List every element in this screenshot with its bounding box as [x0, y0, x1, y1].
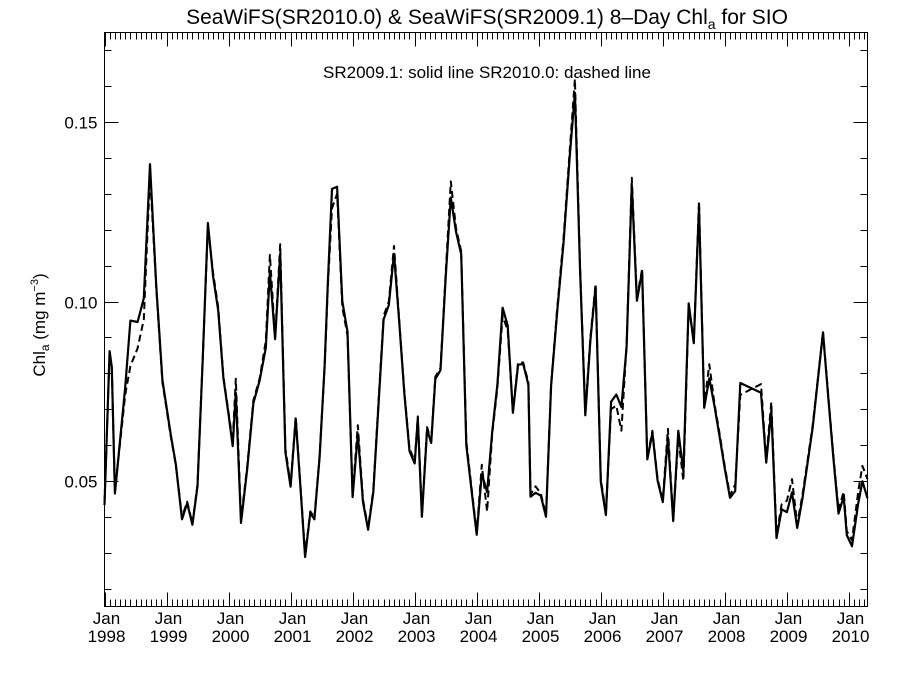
x-tick-month-label: Jan — [403, 609, 430, 628]
plot-frame — [104, 32, 868, 607]
x-tick-year-label: 2001 — [274, 627, 312, 646]
x-tick-month-label: Jan — [279, 609, 306, 628]
x-tick-month-label: Jan — [93, 609, 120, 628]
data-lines — [103, 78, 869, 559]
x-tick-month-label: Jan — [527, 609, 554, 628]
y-axis-label: Chla (mg m−3) — [29, 273, 52, 376]
x-tick-month-label: Jan — [465, 609, 492, 628]
x-tick-year-label: 2007 — [646, 627, 684, 646]
x-tick-year-label: 2000 — [212, 627, 250, 646]
y-axis-label-superscript: −3 — [29, 279, 41, 292]
x-tick-month-label: Jan — [341, 609, 368, 628]
axis-ticks — [104, 32, 868, 607]
x-tick-year-label: 2003 — [398, 627, 436, 646]
x-tick-month-label: Jan — [837, 609, 864, 628]
x-tick-year-label: 2008 — [708, 627, 746, 646]
y-tick-label: 0.10 — [64, 294, 97, 313]
y-axis-label-units: (mg m — [30, 292, 49, 345]
x-tick-year-label: 2010 — [832, 627, 870, 646]
chart-title-end: for SIO — [716, 6, 788, 29]
x-tick-year-label: 2004 — [460, 627, 498, 646]
x-tick-year-label: 2002 — [336, 627, 374, 646]
chart-title-main: SeaWiFS(SR2010.0) & SeaWiFS(SR2009.1) 8–… — [186, 6, 708, 29]
x-tick-year-label: 1999 — [150, 627, 188, 646]
x-tick-year-label: 2006 — [584, 627, 622, 646]
y-tick-label: 0.15 — [64, 114, 97, 133]
x-tick-year-label: 2009 — [770, 627, 808, 646]
x-tick-month-label: Jan — [713, 609, 740, 628]
series-line-sr2009-1 — [103, 91, 869, 559]
line-style-annotation: SR2009.1: solid line SR2010.0: dashed li… — [323, 63, 651, 82]
x-tick-month-label: Jan — [589, 609, 616, 628]
y-tick-label: 0.05 — [64, 473, 97, 492]
x-tick-year-label: 2005 — [522, 627, 560, 646]
x-tick-month-label: Jan — [217, 609, 244, 628]
y-axis-label-subscript: a — [38, 344, 52, 351]
chart-title: SeaWiFS(SR2010.0) & SeaWiFS(SR2009.1) 8–… — [186, 6, 788, 32]
axis-tick-labels: 0.050.100.15Jan1998Jan1999Jan2000Jan2001… — [64, 114, 869, 647]
chart-title-subscript: a — [708, 16, 716, 32]
x-tick-month-label: Jan — [775, 609, 802, 628]
y-axis-label-main: Chl — [30, 351, 49, 377]
x-tick-month-label: Jan — [651, 609, 678, 628]
y-axis-label-close: ) — [30, 273, 49, 279]
x-tick-year-label: 1998 — [88, 627, 126, 646]
x-tick-month-label: Jan — [155, 609, 182, 628]
